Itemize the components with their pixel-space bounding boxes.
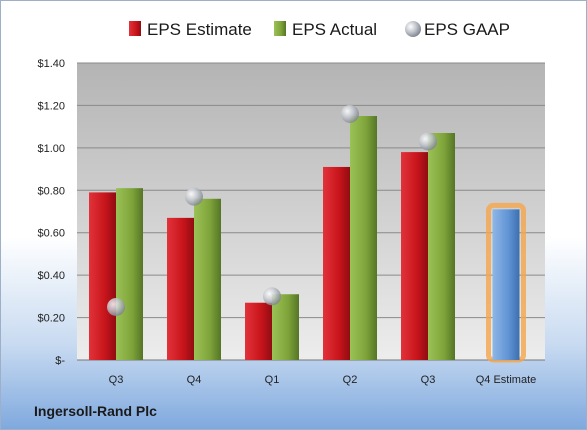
eps-actual-bar: [116, 188, 143, 360]
legend-label: EPS Actual: [292, 20, 377, 39]
x-tick-label: Q4: [187, 374, 202, 386]
legend-label: EPS Estimate: [147, 20, 252, 39]
y-axis-ticks: $- $0.20 $0.40 $0.60 $0.80 $1.00 $1.20 $1.40: [37, 58, 65, 367]
x-axis-ticks: Q3 Q4 Q1 Q2 Q3 Q4 Estimate: [109, 374, 537, 386]
plot-area: [77, 63, 545, 360]
y-tick-label: $-: [55, 355, 65, 367]
eps-gaap-marker: [107, 297, 125, 316]
eps-gaap-marker: [263, 287, 281, 306]
x-tick-label: Q3: [109, 374, 124, 386]
y-tick-label: $1.40: [37, 58, 65, 70]
x-tick-label: Q3: [421, 374, 436, 386]
estimate-bar: [492, 209, 520, 360]
eps-estimate-bar: [89, 192, 116, 360]
eps-actual-bar: [272, 294, 299, 360]
eps-actual-bar: [350, 116, 377, 361]
y-tick-label: $1.20: [37, 100, 65, 112]
gridlines: [77, 62, 545, 361]
eps-gaap-marker: [341, 104, 359, 123]
eps-estimate-bar: [401, 152, 428, 360]
eps-estimate-bar: [167, 217, 194, 360]
y-tick-label: $1.00: [37, 143, 65, 155]
eps-gaap-marker: [419, 132, 437, 151]
y-tick-label: $0.20: [37, 313, 65, 325]
bars: [89, 116, 526, 363]
x-tick-label: Q1: [265, 374, 280, 386]
x-tick-label: Q2: [343, 374, 358, 386]
eps-actual-bar: [194, 198, 221, 360]
eps-actual-bar: [428, 133, 455, 360]
eps-gaap-marker: [185, 187, 203, 206]
y-tick-label: $0.80: [37, 185, 65, 197]
legend-label: EPS GAAP: [424, 20, 510, 39]
y-tick-label: $0.60: [37, 228, 65, 240]
x-tick-label: Q4 Estimate: [476, 374, 537, 386]
eps-estimate-bar: [323, 166, 350, 360]
company-name: Ingersoll-Rand Plc: [34, 403, 157, 419]
eps-estimate-bar: [245, 302, 272, 360]
legend-swatch: [274, 21, 286, 36]
gaap-markers: [107, 104, 437, 316]
y-tick-label: $0.40: [37, 270, 65, 282]
legend-swatch: [129, 21, 141, 36]
legend-swatch: [405, 21, 421, 37]
legend: EPS Estimate EPS Actual EPS GAAP: [129, 20, 510, 39]
